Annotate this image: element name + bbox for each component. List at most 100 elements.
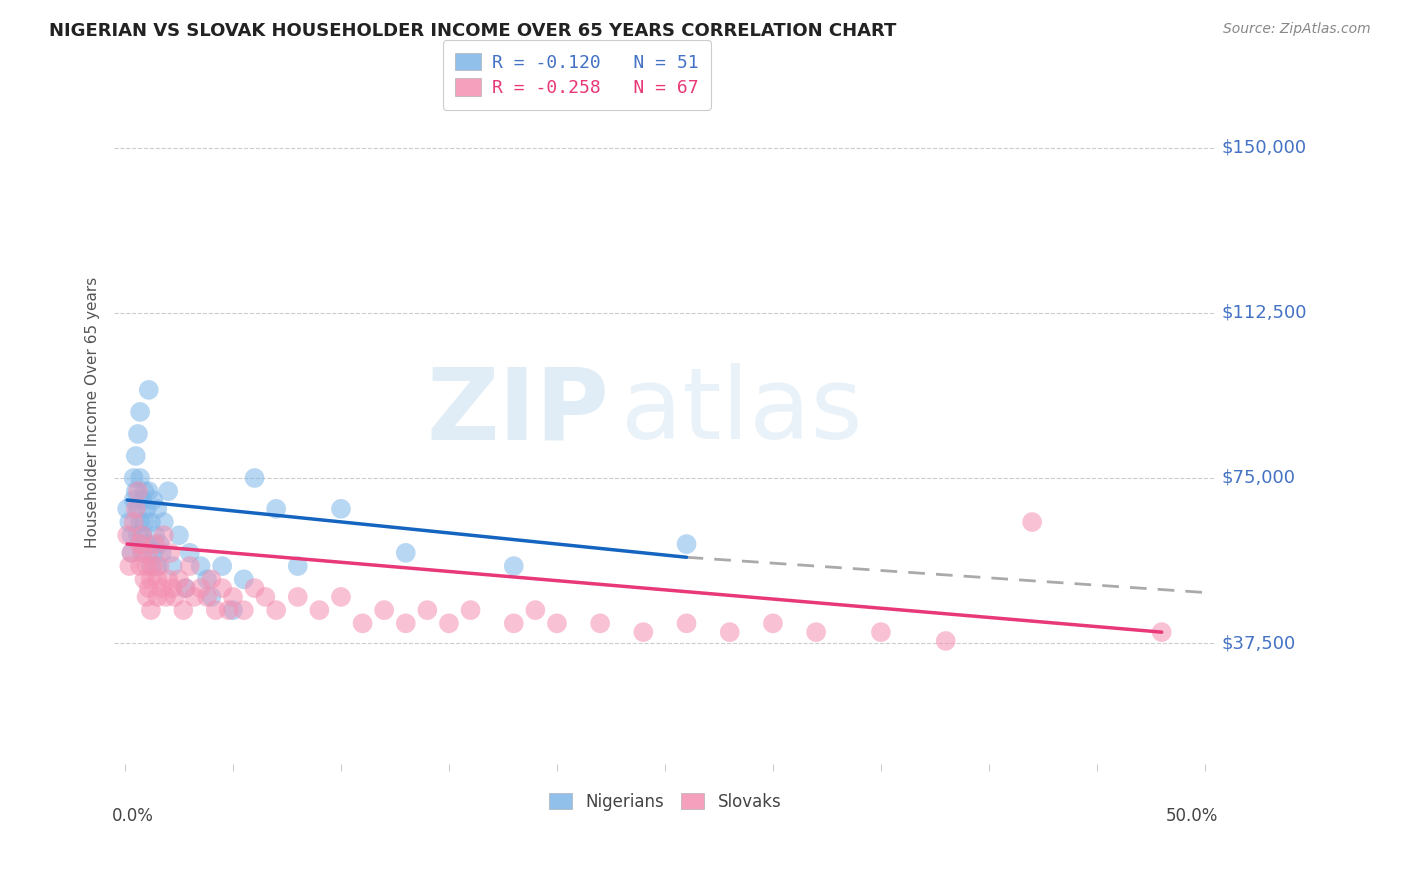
Point [264,501,287,516]
Point [135,559,157,574]
Point [287,559,309,574]
Point [174,581,197,595]
Point [129,515,152,529]
Point [129,537,152,551]
Point [135,501,157,516]
Point [675,537,697,551]
Point [143,528,166,542]
Text: $150,000: $150,000 [1222,138,1306,157]
Point [139,572,162,586]
Point [148,537,170,551]
Text: $75,000: $75,000 [1222,469,1295,487]
Point [146,572,169,586]
Point [162,581,184,595]
Point [118,559,141,574]
Point [125,484,148,499]
Point [125,449,148,463]
Point [222,590,245,604]
Point [146,590,169,604]
Point [129,471,152,485]
Point [395,616,418,631]
Point [131,528,153,542]
Point [129,405,152,419]
Point [134,515,156,529]
Point [122,471,145,485]
Point [159,546,181,560]
Point [139,603,162,617]
Point [243,581,266,595]
Point [138,484,160,499]
Point [135,537,157,551]
Point [502,559,524,574]
Text: ZIP: ZIP [427,363,610,460]
Point [167,528,190,542]
Point [125,501,148,516]
Point [211,581,233,595]
Point [131,528,153,542]
Point [870,625,893,640]
Point [437,616,460,631]
Text: $112,500: $112,500 [1222,304,1306,322]
Point [139,515,162,529]
Point [254,590,277,604]
Point [174,581,197,595]
Point [131,546,153,560]
Point [718,625,741,640]
Point [460,603,482,617]
Point [142,546,165,560]
Point [204,603,226,617]
Point [115,528,138,542]
Point [232,603,254,617]
Point [195,572,218,586]
Point [115,501,138,516]
Point [146,559,169,574]
Point [122,493,145,508]
Point [395,546,418,560]
Point [218,603,240,617]
Point [330,501,353,516]
Point [675,616,697,631]
Point [502,616,524,631]
Point [146,501,169,516]
Point [190,559,212,574]
Point [153,528,176,542]
Point [416,603,439,617]
Point [804,625,827,640]
Text: NIGERIAN VS SLOVAK HOUSEHOLDER INCOME OVER 65 YEARS CORRELATION CHART: NIGERIAN VS SLOVAK HOUSEHOLDER INCOME OV… [49,22,897,40]
Point [179,546,201,560]
Legend: Nigerians, Slovaks: Nigerians, Slovaks [540,785,790,820]
Point [330,590,353,604]
Point [143,537,166,551]
Point [589,616,612,631]
Point [139,559,162,574]
Text: 50.0%: 50.0% [1166,806,1218,824]
Point [190,581,212,595]
Point [129,559,152,574]
Point [157,484,180,499]
Point [163,590,186,604]
Point [135,590,157,604]
Point [142,493,165,508]
Point [179,559,201,574]
Point [264,603,287,617]
Point [153,515,176,529]
Point [134,484,156,499]
Point [122,515,145,529]
Point [232,572,254,586]
Point [131,493,153,508]
Point [138,546,160,560]
Point [142,559,165,574]
Point [148,559,170,574]
Point [127,426,149,441]
Text: atlas: atlas [621,363,862,460]
Point [118,515,141,529]
Point [138,581,160,595]
Point [243,471,266,485]
Point [195,590,218,604]
Point [200,572,222,586]
Point [524,603,547,617]
Point [167,572,190,586]
Point [222,603,245,617]
Point [162,559,184,574]
Point [121,546,143,560]
